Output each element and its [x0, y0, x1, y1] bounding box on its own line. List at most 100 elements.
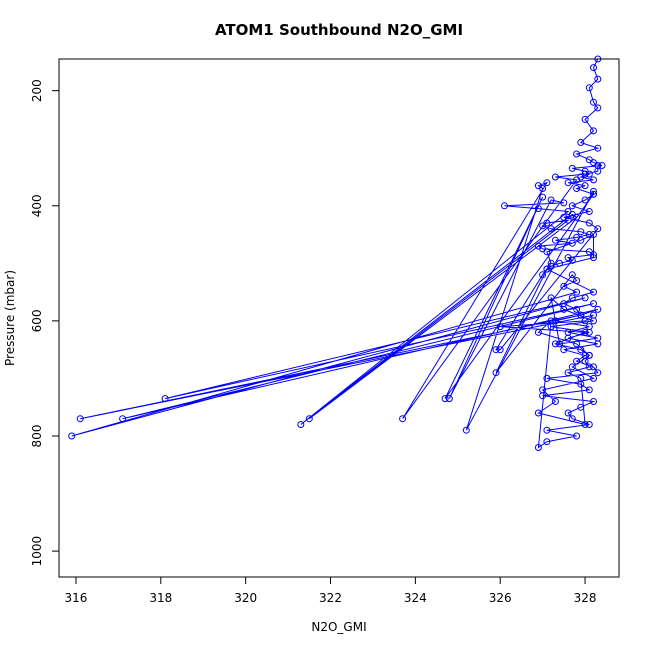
data-point: [590, 254, 597, 262]
data-point: [594, 144, 602, 152]
data-point: [585, 208, 593, 215]
x-tick-label: 316: [65, 591, 88, 605]
data-point: [590, 176, 597, 184]
x-tick-label: 324: [404, 591, 427, 605]
data-point: [551, 340, 559, 348]
data-point: [573, 185, 581, 192]
chart-title: ATOM1 Southbound N2O_GMI: [215, 21, 463, 39]
data-point: [594, 75, 602, 83]
data-point: [568, 271, 576, 279]
data-point: [119, 415, 127, 423]
data-point: [581, 357, 589, 365]
data-point: [547, 225, 555, 233]
data-points: [68, 55, 606, 451]
data-point: [547, 294, 555, 302]
data-point: [551, 398, 559, 405]
data-point: [585, 351, 593, 359]
data-point: [594, 340, 602, 348]
y-axis-label: Pressure (mbar): [3, 270, 17, 366]
data-point: [590, 187, 597, 195]
data-point: [564, 208, 572, 215]
data-point: [551, 173, 559, 181]
data-point: [534, 444, 542, 451]
data-point: [573, 150, 581, 158]
data-point: [534, 205, 542, 213]
data-point: [585, 421, 593, 428]
data-point: [573, 340, 581, 348]
data-point: [594, 104, 602, 112]
data-point: [568, 239, 576, 247]
x-tick-label: 322: [319, 591, 342, 605]
data-point: [594, 225, 602, 233]
data-point: [551, 317, 559, 325]
data-point: [585, 170, 593, 178]
data-point: [585, 328, 593, 336]
data-point: [543, 219, 551, 227]
data-point: [556, 259, 564, 267]
data-point: [590, 190, 597, 198]
data-point: [564, 334, 572, 342]
data-point: [560, 282, 568, 290]
data-point: [585, 219, 593, 227]
data-point: [590, 363, 597, 371]
data-point: [568, 363, 576, 371]
x-axis: 316 318 320 322 324 326 328: [65, 577, 597, 605]
data-point: [594, 162, 602, 169]
data-point: [585, 231, 593, 238]
plot-area: [68, 55, 606, 451]
data-point: [581, 328, 589, 336]
x-tick-label: 328: [574, 591, 597, 605]
data-point: [564, 369, 572, 377]
data-point: [573, 305, 581, 313]
data-point: [590, 300, 597, 308]
x-tick-label: 326: [489, 591, 512, 605]
data-point: [585, 386, 593, 394]
data-point: [577, 403, 585, 411]
data-point: [564, 216, 572, 224]
data-point: [564, 179, 572, 187]
data-point: [501, 202, 508, 210]
x-axis-label: N2O_GMI: [311, 620, 366, 634]
data-point: [585, 248, 593, 256]
data-point: [551, 236, 559, 244]
series-line: [71, 58, 603, 449]
data-point: [585, 84, 593, 92]
data-point: [534, 328, 542, 336]
data-point: [581, 170, 589, 178]
data-point: [543, 179, 551, 187]
data-point: [560, 346, 568, 354]
data-point: [573, 277, 581, 285]
data-point: [564, 409, 572, 417]
data-point: [534, 242, 542, 250]
data-point: [543, 426, 551, 434]
data-point: [577, 346, 585, 354]
data-point: [573, 176, 581, 184]
data-point: [445, 395, 453, 403]
data-point: [568, 415, 576, 423]
data-point: [539, 271, 547, 279]
x-tick-label: 320: [234, 591, 257, 605]
data-point: [581, 294, 589, 302]
data-point: [539, 386, 547, 394]
data-point: [590, 231, 597, 238]
data-point: [598, 162, 606, 169]
data-point: [573, 432, 581, 440]
data-point: [543, 438, 551, 446]
data-point: [568, 164, 576, 172]
data-point: [556, 340, 564, 348]
data-point: [581, 196, 589, 204]
y-tick-label: 200: [30, 79, 44, 102]
data-point: [496, 346, 504, 354]
data-point: [539, 193, 547, 201]
data-point: [573, 357, 581, 365]
data-point: [560, 305, 568, 313]
y-tick-label: 1000: [30, 536, 44, 567]
data-point: [534, 409, 542, 417]
data-point: [581, 182, 589, 190]
y-tick-label: 400: [30, 194, 44, 217]
data-point: [581, 317, 589, 325]
data-point: [564, 254, 572, 262]
data-point: [577, 228, 585, 236]
data-point: [594, 369, 602, 377]
